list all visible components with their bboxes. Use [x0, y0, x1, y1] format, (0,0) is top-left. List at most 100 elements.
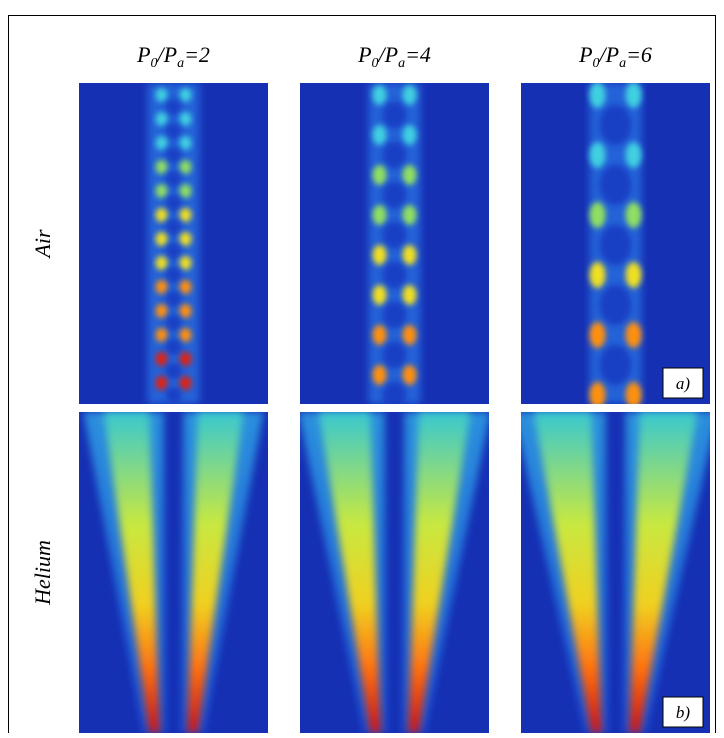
cell-core [165, 99, 182, 115]
cell [155, 304, 168, 318]
cell [179, 88, 192, 102]
streak [533, 412, 602, 733]
cell [155, 352, 168, 366]
jet-image [79, 412, 268, 733]
cell [155, 280, 168, 294]
panel-label-box [662, 696, 704, 728]
cell [372, 125, 387, 145]
image-content [300, 83, 489, 404]
cell [155, 160, 168, 174]
cell [402, 205, 417, 225]
cell [155, 232, 168, 246]
image-content [79, 83, 268, 404]
jet-image [521, 83, 710, 404]
label: a) [676, 374, 691, 393]
subscript: a [619, 56, 626, 71]
cell [402, 325, 417, 345]
cell [372, 285, 387, 305]
cell [155, 208, 168, 222]
cell [155, 256, 168, 270]
cell [179, 208, 192, 222]
cell-core [165, 267, 182, 283]
cell [625, 83, 642, 108]
cell-core [382, 101, 407, 129]
cell [589, 202, 606, 228]
cell [625, 322, 642, 348]
symbol: =6 [626, 42, 652, 67]
cell-core [599, 285, 632, 325]
cell-core [382, 341, 407, 369]
label: Helium [30, 540, 55, 606]
symbol: /P [598, 42, 620, 67]
cell-core [599, 345, 632, 385]
cell [179, 304, 192, 318]
cell-core [165, 171, 182, 187]
cell [625, 382, 642, 404]
label: Air [30, 229, 55, 260]
symbol: /P [377, 42, 399, 67]
jet-image [300, 83, 489, 404]
cell [179, 352, 192, 366]
cell-core [382, 141, 407, 169]
cell [179, 232, 192, 246]
cell-core [599, 165, 632, 205]
cell-core [165, 123, 182, 139]
cell-core [165, 219, 182, 235]
cell-core [165, 363, 182, 379]
cell [179, 280, 192, 294]
cell-core [382, 181, 407, 209]
cell [402, 165, 417, 185]
image-content [521, 83, 710, 404]
column-header: P0/Pa=2 [136, 42, 210, 71]
cell [155, 112, 168, 126]
panel-label-box [662, 367, 704, 399]
cell [179, 256, 192, 270]
column-header: P0/Pa=4 [357, 42, 431, 71]
cell [589, 142, 606, 168]
cell-core [382, 301, 407, 329]
panel-label: b) [676, 703, 691, 722]
label: b) [676, 703, 691, 722]
jet-image [521, 412, 710, 733]
cell-core [382, 261, 407, 289]
cell [402, 245, 417, 265]
cell [625, 142, 642, 168]
streak [318, 412, 381, 733]
streak [103, 412, 160, 733]
cell [372, 245, 387, 265]
cell [589, 262, 606, 288]
streak [187, 412, 244, 733]
cell-core [165, 339, 182, 355]
cell-core [165, 243, 182, 259]
cell [155, 184, 168, 198]
cell-core [165, 195, 182, 211]
cell [179, 376, 192, 390]
cell [372, 365, 387, 385]
cell [589, 83, 606, 108]
cell-core [165, 315, 182, 331]
image-content [521, 412, 710, 733]
cell-core [165, 291, 182, 307]
cell [155, 328, 168, 342]
cell [179, 112, 192, 126]
symbol: P [578, 42, 592, 67]
cell-core [599, 225, 632, 265]
cell [155, 376, 168, 390]
symbol: /P [156, 42, 178, 67]
cell [372, 165, 387, 185]
cell [589, 382, 606, 404]
cell [625, 262, 642, 288]
streak [408, 412, 471, 733]
cell [155, 88, 168, 102]
streak [629, 412, 698, 733]
cell [402, 285, 417, 305]
cell [372, 325, 387, 345]
subscript: 0 [151, 56, 158, 71]
cell [179, 136, 192, 150]
row-label: Air [30, 229, 55, 260]
cell [155, 136, 168, 150]
cell [179, 328, 192, 342]
jet-image [300, 412, 489, 733]
symbol: P [357, 42, 371, 67]
